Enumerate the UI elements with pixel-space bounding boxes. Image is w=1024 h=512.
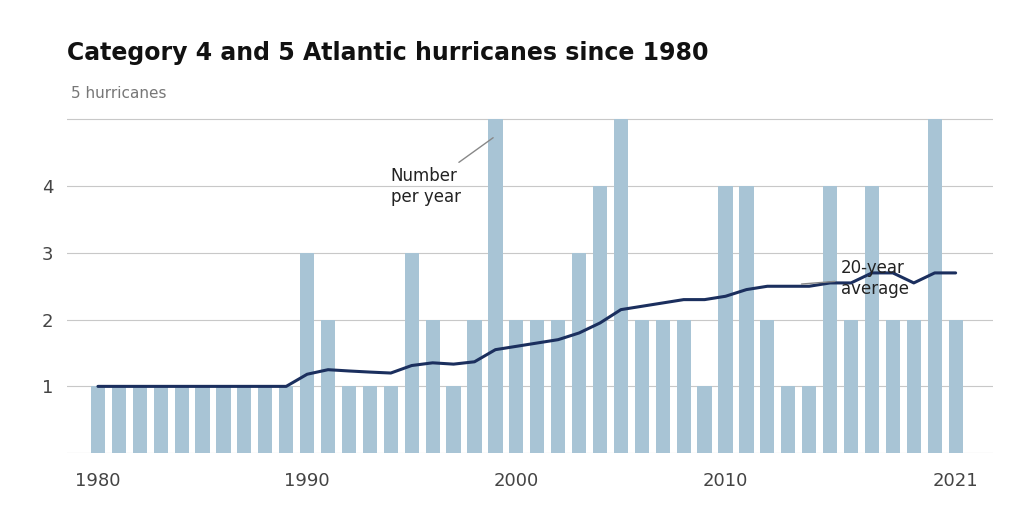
Bar — [133, 387, 146, 453]
Bar — [112, 387, 126, 453]
Bar — [655, 319, 670, 453]
Text: Category 4 and 5 Atlantic hurricanes since 1980: Category 4 and 5 Atlantic hurricanes sin… — [67, 41, 708, 65]
Bar — [948, 319, 963, 453]
Bar — [823, 186, 838, 453]
Bar — [488, 119, 503, 453]
Bar — [865, 186, 879, 453]
Bar — [384, 387, 398, 453]
Bar — [446, 387, 461, 453]
Bar — [844, 319, 858, 453]
Bar — [300, 253, 314, 453]
Bar — [739, 186, 754, 453]
Bar — [258, 387, 272, 453]
Bar — [613, 119, 628, 453]
Bar — [677, 319, 691, 453]
Bar — [238, 387, 252, 453]
Bar — [697, 387, 712, 453]
Bar — [174, 387, 188, 453]
Bar — [719, 186, 732, 453]
Bar — [635, 319, 649, 453]
Bar — [321, 319, 335, 453]
Bar — [467, 319, 481, 453]
Bar — [426, 319, 439, 453]
Bar — [551, 319, 565, 453]
Bar — [342, 387, 356, 453]
Bar — [886, 319, 900, 453]
Bar — [404, 253, 419, 453]
Bar — [781, 387, 796, 453]
Bar — [91, 387, 105, 453]
Bar — [154, 387, 168, 453]
Bar — [530, 319, 545, 453]
Bar — [280, 387, 293, 453]
Bar — [928, 119, 942, 453]
Text: 5 hurricanes: 5 hurricanes — [71, 86, 166, 101]
Bar — [593, 186, 607, 453]
Bar — [572, 253, 586, 453]
Bar — [760, 319, 774, 453]
Bar — [906, 319, 921, 453]
Bar — [362, 387, 377, 453]
Bar — [802, 387, 816, 453]
Bar — [509, 319, 523, 453]
Text: Number
per year: Number per year — [391, 138, 494, 205]
Bar — [196, 387, 210, 453]
Text: 20-year
average: 20-year average — [802, 259, 908, 297]
Bar — [216, 387, 230, 453]
